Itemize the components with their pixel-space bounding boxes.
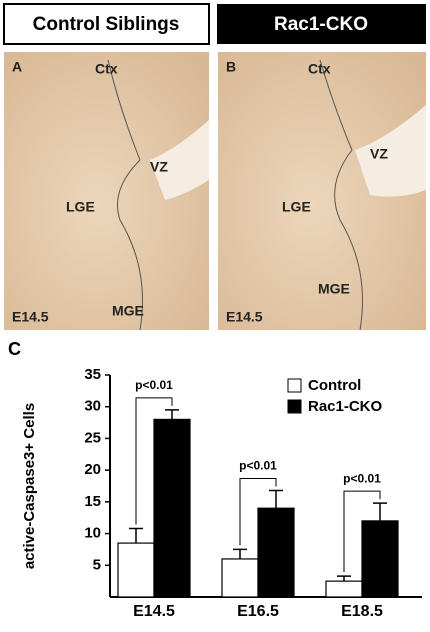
legend-label: Control (308, 377, 361, 394)
region-label: VZ (150, 159, 168, 175)
legend-label: Rac1-CKO (308, 398, 383, 415)
boundary (319, 59, 363, 331)
annotation: p<0.01 (239, 459, 277, 473)
bar (361, 520, 399, 598)
stage-label: E14.5 (12, 309, 49, 325)
x-tick-label: E16.5 (237, 603, 279, 620)
y-tick-label: 35 (84, 366, 101, 383)
y-tick-label: 5 (93, 556, 101, 573)
y-axis-label: active-Caspase3+ Cells (21, 403, 38, 569)
region-label: LGE (66, 199, 95, 215)
ventricle (150, 120, 209, 200)
bar (257, 507, 295, 598)
error-bar (165, 409, 179, 420)
significance-bracket (239, 477, 277, 546)
error-bar (373, 502, 387, 521)
x-tick-label: E18.5 (341, 603, 383, 620)
bar (221, 558, 259, 598)
error-bar (269, 489, 283, 509)
error-bar (233, 548, 247, 559)
panel-letter: A (12, 59, 22, 75)
x-tick-label: E14.5 (133, 603, 175, 620)
region-label: LGE (282, 199, 311, 215)
chart: C active-Caspase3+ Cells 5 10 15 20 25 30 35 E1… (8, 339, 422, 620)
region-label: MGE (318, 281, 350, 297)
header-box (3, 3, 210, 45)
annotation: p<0.01 (343, 471, 381, 485)
stage-label: E14.5 (226, 309, 263, 325)
annotation: p<0.01 (135, 378, 173, 392)
region-label: Ctx (308, 61, 331, 77)
region-label: VZ (370, 146, 388, 162)
header: Rac1-CKO (274, 14, 368, 35)
legend-swatch (287, 378, 302, 393)
region-label: MGE (112, 303, 144, 319)
panel-letter: C (8, 339, 21, 359)
y-tick-label: 15 (84, 493, 101, 510)
header: Control Siblings (33, 14, 180, 35)
panel-b: B Ctx VZ LGE MGE E14.5 (218, 52, 426, 331)
y-tick-label: 30 (84, 398, 101, 415)
ventricle (355, 105, 426, 197)
significance-bracket (343, 490, 381, 573)
boundary (107, 59, 143, 331)
y-tick-label: 20 (84, 461, 101, 478)
significance-bracket (135, 397, 173, 525)
panel-letter: B (226, 59, 236, 75)
error-bar (337, 575, 351, 582)
bar (325, 580, 363, 598)
bar (153, 418, 191, 598)
header-box (217, 4, 426, 44)
region-label: Ctx (95, 61, 118, 77)
panel-a: A Ctx VZ LGE MGE E14.5 (4, 52, 209, 331)
legend-swatch (287, 399, 302, 414)
y-tick-label: 25 (84, 429, 101, 446)
y-tick-label: 10 (84, 525, 101, 542)
error-bar (129, 527, 143, 544)
bar (117, 542, 155, 598)
